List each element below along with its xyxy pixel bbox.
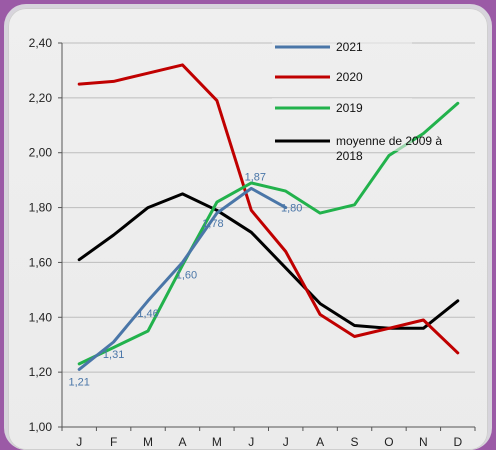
x-tick-label: D: [453, 435, 462, 449]
series-lines: [77, 63, 460, 371]
y-tick-label: 1,60: [29, 255, 53, 269]
x-tick-label: M: [143, 435, 153, 449]
y-tick-label: 1,20: [29, 365, 53, 379]
y-tick-label: 2,20: [29, 91, 53, 105]
legend-label: 2019: [336, 101, 363, 115]
data-label: 1,78: [202, 218, 223, 230]
data-label: 1,46: [137, 308, 158, 320]
y-tick-label: 1,40: [29, 310, 53, 324]
x-tick-label: O: [384, 435, 393, 449]
legend-label: 2021: [336, 40, 363, 54]
legend-bg: [272, 131, 412, 151]
x-tick-label: J: [76, 435, 82, 449]
legend-bg: [272, 37, 412, 57]
data-labels: 1,21 1,31 1,46 1,60 1,78 1,87 1,80: [68, 171, 302, 388]
legend: 2021 2020 2019 moyenne de 2009 à 2018: [272, 37, 442, 163]
data-label: 1,31: [103, 349, 124, 361]
x-tick-label: A: [178, 435, 186, 449]
data-label: 1,87: [245, 171, 266, 183]
legend-label: moyenne de 2009 à 2018: [336, 134, 442, 163]
y-tick-label: 1,80: [29, 201, 53, 215]
series-line: [77, 186, 288, 371]
y-tick-label: 2,00: [29, 146, 53, 160]
data-label: 1,80: [281, 203, 302, 215]
data-label: 1,21: [68, 376, 89, 388]
legend-bg: [272, 67, 412, 87]
series-line: [77, 63, 460, 355]
x-tick-label: N: [419, 435, 428, 449]
x-tick-label: J: [283, 435, 289, 449]
x-tick-label: M: [212, 435, 222, 449]
legend-label: 2020: [336, 70, 363, 84]
x-tick-label: J: [248, 435, 254, 449]
y-tick-label: 2,40: [29, 36, 53, 50]
x-tick-label: S: [351, 435, 359, 449]
data-label: 1,60: [176, 269, 197, 281]
x-tick-label: A: [316, 435, 324, 449]
y-tick-label: 1,00: [29, 420, 53, 434]
series-line: [77, 192, 460, 330]
series-line: [77, 101, 460, 366]
axes: [58, 42, 476, 431]
x-tick-label: F: [110, 435, 117, 449]
y-axis-tick-labels: 1,00 1,20 1,40 1,60 1,80 2,00 2,20 2,40: [29, 36, 53, 434]
legend-bg: [272, 98, 412, 118]
